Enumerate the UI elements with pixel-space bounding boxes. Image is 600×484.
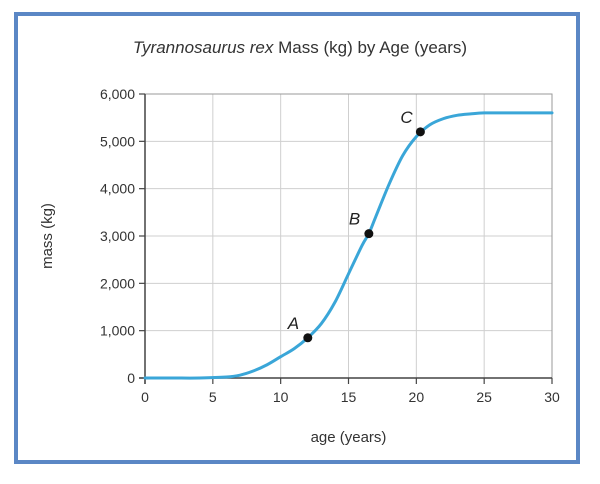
point-label-a: A: [287, 314, 299, 333]
y-tick-label: 0: [127, 370, 135, 386]
chart-frame: [14, 12, 580, 464]
y-axis-label: mass (kg): [39, 203, 56, 269]
y-tick-label: 6,000: [100, 86, 135, 102]
x-tick-label: 5: [209, 389, 217, 405]
point-label-c: C: [400, 108, 413, 127]
x-tick-label: 0: [141, 389, 149, 405]
series-line: [143, 111, 554, 380]
y-tick-label: 1,000: [100, 323, 135, 339]
tick-labels: 0 1,000 2,000 3,000 4,000 5,000 6,000 0 5 10 15 20 2…: [100, 86, 560, 405]
grid-lines: [145, 93, 553, 378]
y-tick-label: 2,000: [100, 275, 135, 291]
x-tick-label: 25: [476, 389, 492, 405]
x-tick-label: 20: [409, 389, 425, 405]
point-label-b: B: [349, 210, 360, 229]
chart-title-italic: Tyrannosaurus rex: [132, 38, 274, 57]
chart-title: Tyrannosaurus rex Mass (kg) by Age (year…: [0, 38, 600, 58]
point-a: [303, 333, 313, 343]
point-b: [364, 229, 374, 239]
y-tick-label: 4,000: [100, 181, 135, 197]
x-tick-label: 30: [544, 389, 560, 405]
x-axis-label: age (years): [311, 429, 387, 446]
points-group: A B C: [287, 108, 425, 343]
x-tick-label: 10: [273, 389, 289, 405]
series-group: [143, 111, 554, 380]
x-tick-label: 15: [341, 389, 357, 405]
y-tick-label: 3,000: [100, 228, 135, 244]
point-c: [415, 127, 425, 137]
chart-title-rest: Mass (kg) by Age (years): [273, 38, 468, 57]
y-tick-label: 5,000: [100, 133, 135, 149]
axes: [139, 93, 553, 384]
